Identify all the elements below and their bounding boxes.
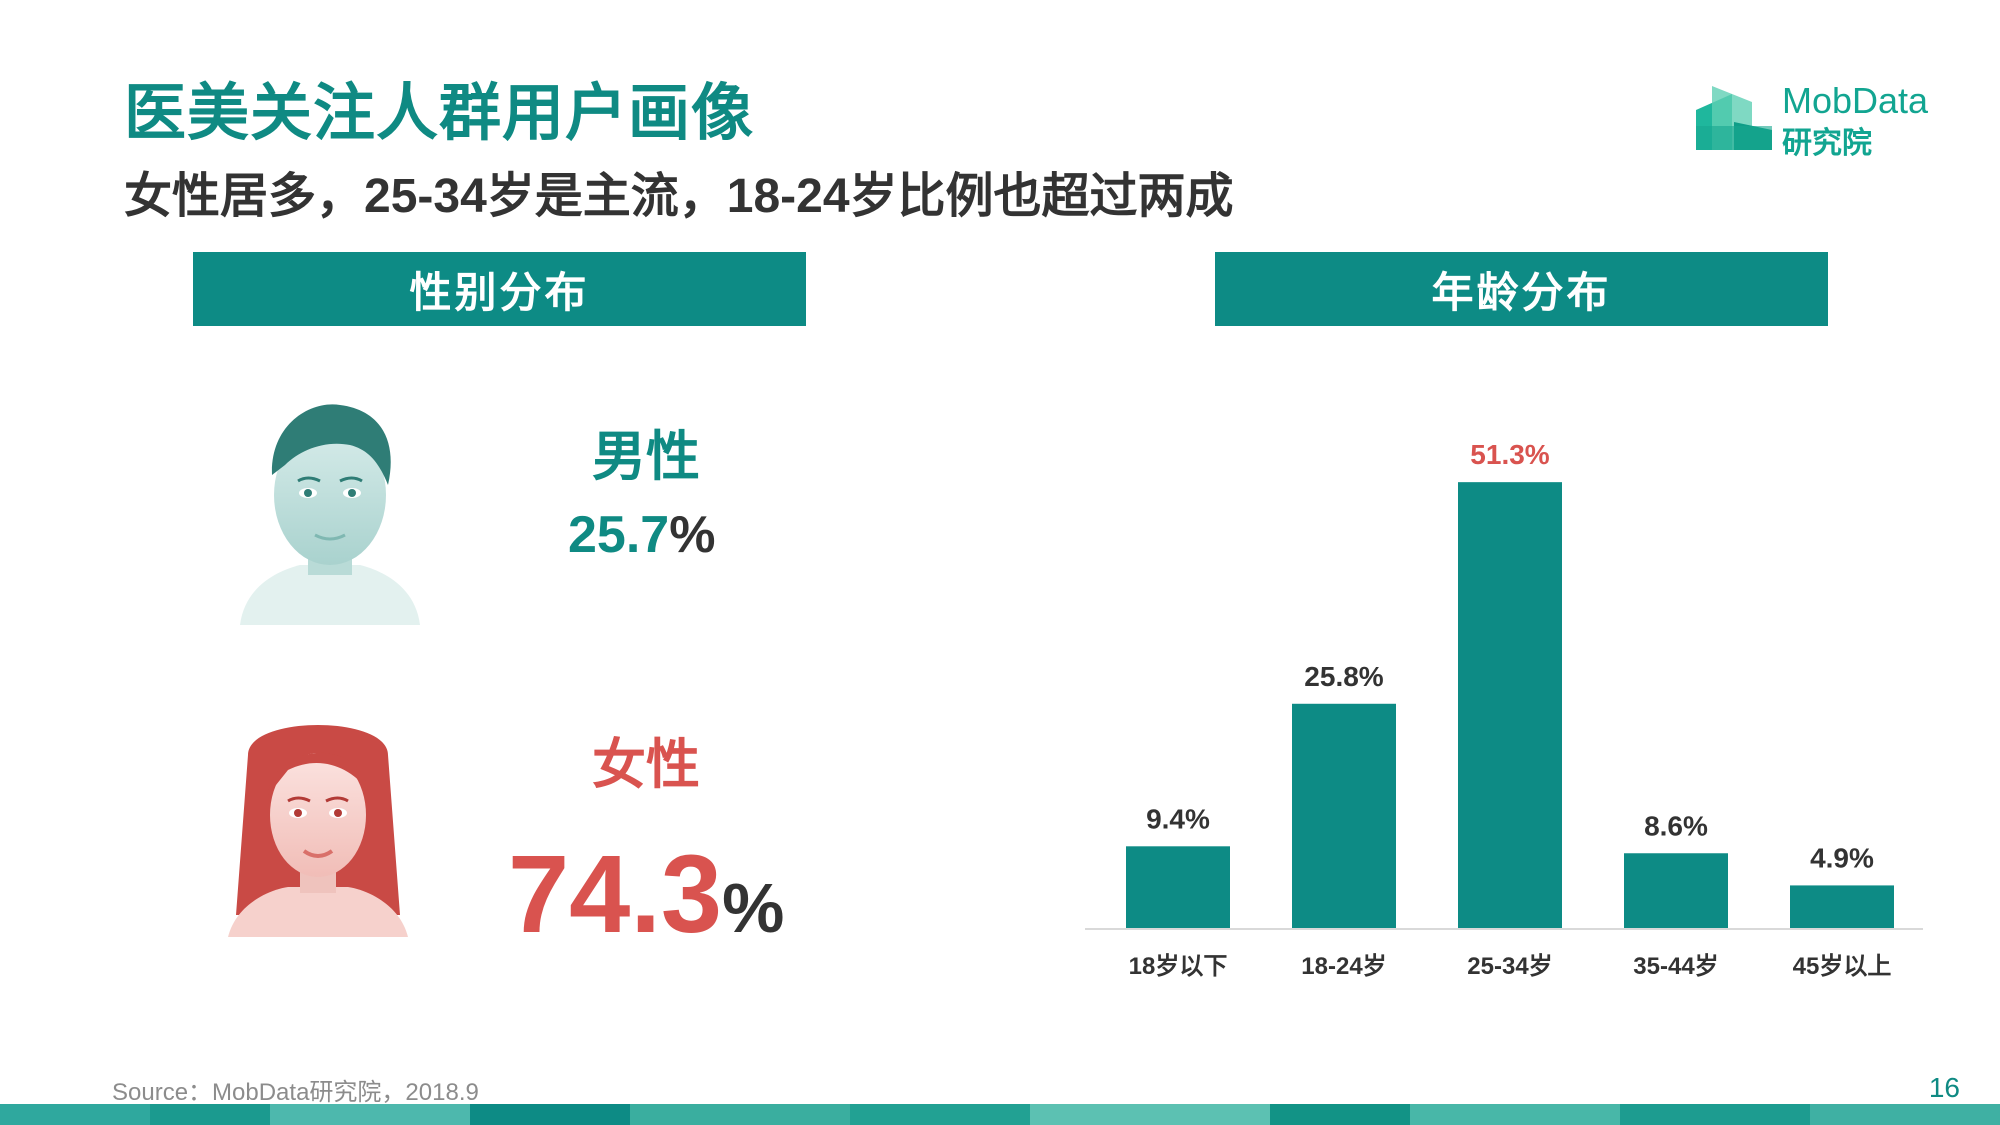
male-percentage-value: 25.7 bbox=[568, 506, 670, 564]
mobdata-logo-icon bbox=[1696, 86, 1772, 150]
x-tick-label-3: 35-44岁 bbox=[1633, 952, 1718, 980]
logo-text-primary: MobData bbox=[1782, 80, 1929, 121]
bar-3 bbox=[1624, 853, 1728, 928]
gender-section-heading: 性别分布 bbox=[193, 252, 806, 326]
female-label: 女性 bbox=[592, 735, 700, 795]
data-label-2: 51.3% bbox=[1470, 440, 1549, 470]
footer-stripe bbox=[0, 1104, 2000, 1125]
x-tick-label-2: 25-34岁 bbox=[1467, 952, 1552, 980]
data-label-4: 4.9% bbox=[1810, 842, 1874, 873]
male-label: 男性 bbox=[592, 427, 700, 487]
data-label-1: 25.8% bbox=[1304, 661, 1383, 692]
x-tick-label-4: 45岁以上 bbox=[1793, 952, 1892, 980]
male-avatar-icon bbox=[240, 404, 420, 625]
data-label-0: 9.4% bbox=[1146, 803, 1210, 834]
x-tick-label-0: 18岁以下 bbox=[1129, 952, 1228, 980]
bar-2 bbox=[1458, 482, 1562, 928]
x-tick-label-1: 18-24岁 bbox=[1301, 952, 1386, 980]
bar-1 bbox=[1292, 703, 1396, 928]
source-note: Source：MobData研究院，2018.9 bbox=[112, 1079, 479, 1106]
male-percentage: 25.7% bbox=[568, 505, 715, 565]
age-bar-chart: 9.4% 18岁以下 25.8% 18-24岁 51.3% 25-34岁 8.6% 35-44… bbox=[1085, 440, 1923, 980]
female-percentage-value: 74.3 bbox=[508, 833, 723, 956]
data-label-3: 8.6% bbox=[1644, 810, 1708, 841]
female-avatar-icon bbox=[228, 725, 408, 937]
page-subtitle: 女性居多，25-34岁是主流，18-24岁比例也超过两成 bbox=[124, 170, 1234, 223]
bar-4 bbox=[1790, 885, 1894, 928]
male-percentage-unit: % bbox=[669, 506, 716, 564]
page-title: 医美关注人群用户画像 bbox=[124, 79, 755, 148]
age-section-heading: 年龄分布 bbox=[1215, 252, 1828, 326]
logo-text-secondary: 研究院 bbox=[1782, 127, 1872, 160]
bar-0 bbox=[1126, 846, 1230, 928]
female-percentage: 74.3% bbox=[508, 840, 784, 950]
page-number: 16 bbox=[1928, 1072, 1960, 1103]
female-percentage-unit: % bbox=[722, 869, 785, 947]
